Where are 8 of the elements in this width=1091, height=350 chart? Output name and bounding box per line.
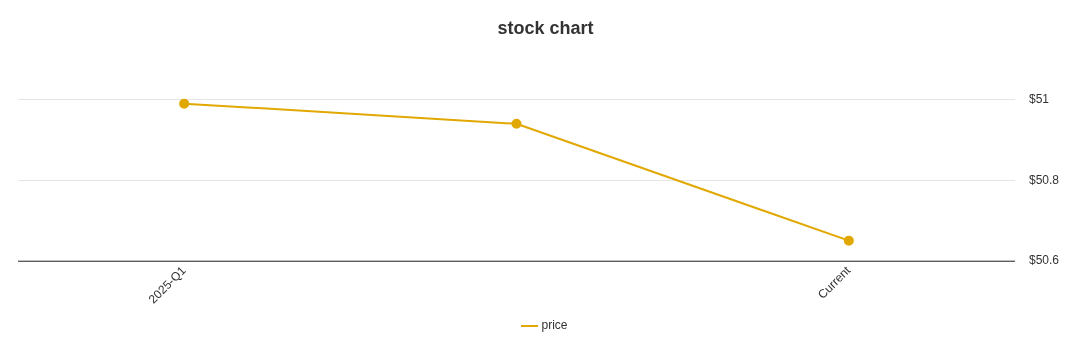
- legend-label: price: [541, 318, 568, 333]
- point: [179, 98, 190, 109]
- y-tick-label: $51: [1028, 91, 1050, 106]
- y-tick-label: $50.8: [1028, 172, 1060, 187]
- y-tick-label: $50.6: [1028, 253, 1060, 268]
- point: [511, 118, 522, 129]
- point: [843, 235, 854, 246]
- chart-title: stock chart: [497, 17, 594, 38]
